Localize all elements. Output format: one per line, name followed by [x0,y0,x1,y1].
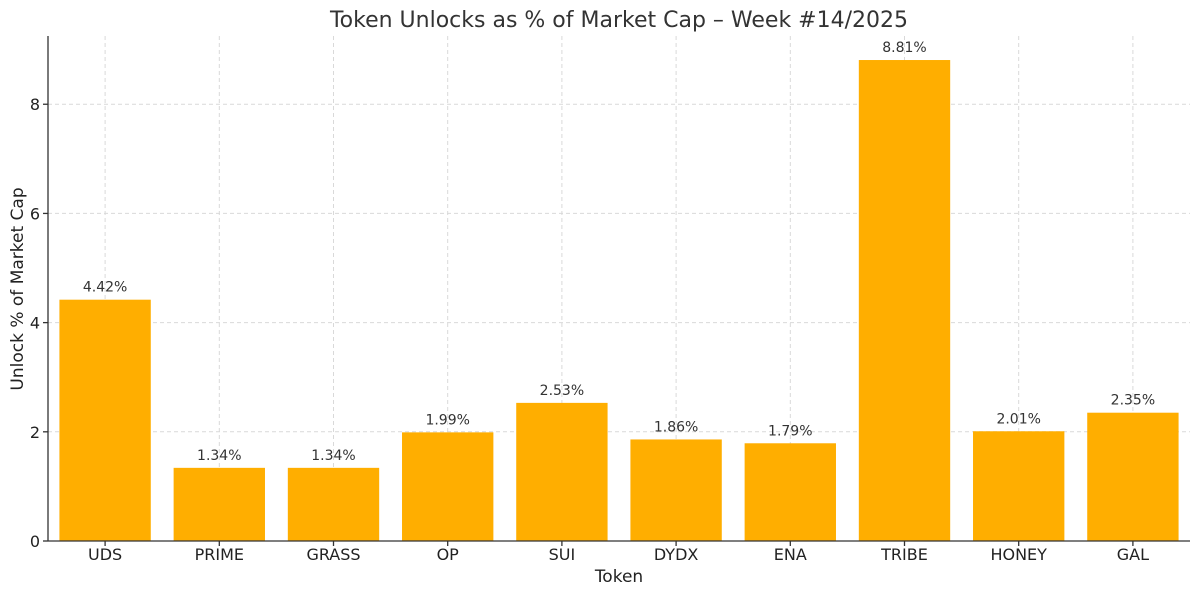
data-label-honey: 2.01% [996,411,1040,427]
data-label-tribe: 8.81% [882,40,926,56]
bar-uds [59,299,151,541]
bar-prime [173,467,265,541]
y-tick-label-8: 8 [30,95,40,114]
bar-grass [287,467,380,541]
y-axis-label: Unlock % of Market Cap [8,187,28,390]
data-label-sui: 2.53% [540,383,584,399]
axes: 0 2 4 6 8 UDS PRIME GRASS OP SUI DYDX ENA TRIBE HONEY… [30,36,1190,564]
bar-ena [744,443,836,541]
y-tick-label-6: 6 [30,204,40,223]
bar-op [402,432,494,541]
y-tick-label-2: 2 [30,423,40,442]
chart-title: Token Unlocks as % of Market Cap – Week … [329,8,908,33]
x-tick-label-dydx: DYDX [654,545,699,564]
x-tick-label-honey: HONEY [990,545,1047,564]
bar-gal [1087,412,1179,541]
x-axis-label: Token [594,567,643,587]
data-labels: 4.42% 1.34% 1.34% 1.99% 2.53% 1.86% 1.79% 8.81%… [83,40,1155,464]
data-label-ena: 1.79% [768,423,812,439]
x-tick-label-op: OP [437,545,460,564]
bar-sui [516,402,608,541]
x-tick-label-gal: GAL [1117,545,1149,564]
data-label-gal: 2.35% [1111,393,1155,409]
data-label-grass: 1.34% [311,448,355,464]
x-tick-label-ena: ENA [774,545,807,564]
data-label-uds: 4.42% [83,280,127,296]
x-tick-label-tribe: TRIBE [880,545,928,564]
x-tick-label-sui: SUI [549,545,576,564]
data-label-prime: 1.34% [197,448,241,464]
data-label-op: 1.99% [425,412,469,428]
bar-dydx [630,439,722,541]
bars [59,60,1179,542]
x-tick-label-uds: UDS [88,545,122,564]
data-label-dydx: 1.86% [654,419,698,435]
y-tick-label-4: 4 [30,314,40,333]
y-tick-label-0: 0 [30,532,40,551]
bar-tribe [858,60,951,542]
x-tick-label-prime: PRIME [195,545,244,564]
bar-honey [973,431,1065,541]
x-tick-label-grass: GRASS [306,545,360,564]
